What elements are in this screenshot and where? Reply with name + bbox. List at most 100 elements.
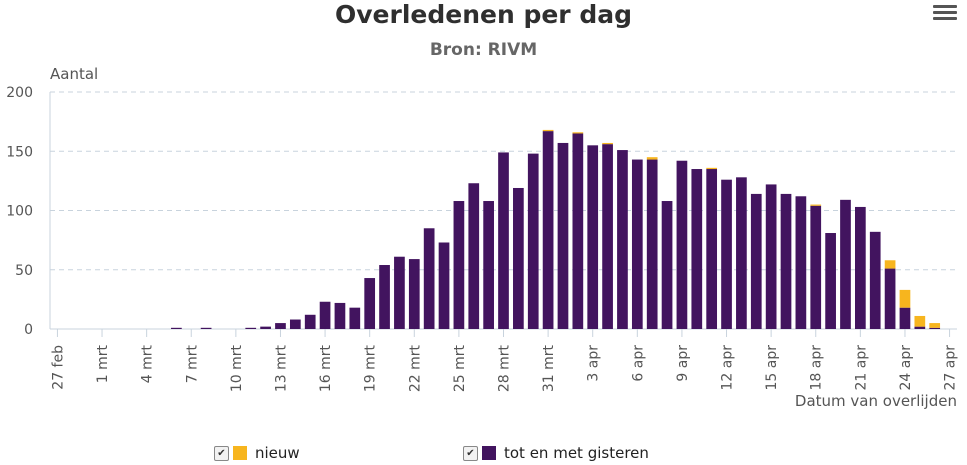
x-tick-label: 10 mrt [229, 344, 245, 392]
bar-tot-en-met-gisteren [617, 150, 628, 329]
bar-tot-en-met-gisteren [810, 205, 822, 329]
x-tick-label: 25 mrt [452, 344, 468, 392]
bar-tot-en-met-gisteren [780, 193, 792, 329]
bar-tot-en-met-gisteren [854, 206, 866, 329]
x-tick-label: 4 mrt [140, 344, 156, 383]
y-tick-label: 150 [6, 144, 33, 160]
x-tick-label: 3 apr [586, 345, 602, 382]
bar-nieuw [899, 289, 911, 308]
bar-tot-en-met-gisteren [379, 265, 390, 329]
legend-swatch-nieuw [233, 446, 247, 460]
bar-nieuw [602, 142, 613, 145]
deaths-bar-chart: 0 50 100 150 200 Aantal 27 feb 1 mrt 4 mrt 7 mrt 1… [6, 65, 959, 410]
bar-tot-en-met-gisteren [423, 228, 435, 329]
x-tick-label: 1 mrt [95, 344, 111, 383]
bar-tot-en-met-gisteren [661, 201, 673, 329]
chart-subtitle: Bron: RIVM [429, 40, 538, 60]
x-tick-label: 18 apr [809, 345, 825, 391]
x-tick-label: 27 apr [943, 345, 959, 391]
x-tick-label: 6 apr [630, 345, 646, 382]
x-tick-label: 16 mrt [318, 344, 334, 392]
bar-tot-en-met-gisteren [572, 133, 584, 329]
bar-tot-en-met-gisteren [498, 152, 509, 329]
bar-tot-en-met-gisteren [349, 307, 361, 329]
y-tick-label: 200 [6, 85, 33, 101]
bar-tot-en-met-gisteren [364, 278, 376, 329]
legend-checkbox-tot-en-met-gisteren[interactable]: ✔ [463, 445, 478, 461]
bar-tot-en-met-gisteren [765, 184, 777, 329]
x-tick-label: 13 mrt [273, 344, 289, 392]
bar-tot-en-met-gisteren [275, 323, 286, 329]
bar-nieuw [929, 323, 941, 328]
y-tick-label: 100 [6, 204, 33, 220]
bar-tot-en-met-gisteren [468, 183, 480, 329]
bar-nieuw [884, 260, 896, 269]
y-tick-label: 0 [24, 322, 33, 338]
bar-tot-en-met-gisteren [513, 187, 524, 329]
legend-item-tot-en-met-gisteren[interactable]: ✔ tot en met gisteren [463, 444, 649, 462]
bar-tot-en-met-gisteren [750, 193, 762, 329]
bar-tot-en-met-gisteren [438, 242, 450, 329]
bar-tot-en-met-gisteren [602, 144, 613, 329]
x-tick-label: 15 apr [764, 345, 780, 391]
x-tick-label: 27 feb [50, 345, 66, 390]
bar-tot-en-met-gisteren [676, 160, 688, 329]
legend-swatch-tot-en-met-gisteren [482, 446, 496, 460]
x-tick-label: 22 mrt [407, 344, 423, 392]
bar-tot-en-met-gisteren [706, 169, 718, 329]
bar-tot-en-met-gisteren [825, 233, 836, 329]
bar-tot-en-met-gisteren [795, 196, 807, 329]
bar-tot-en-met-gisteren [899, 307, 911, 329]
bar-nieuw [914, 315, 926, 327]
bar-nieuw [810, 204, 822, 206]
bar-tot-en-met-gisteren [587, 145, 599, 329]
bar-tot-en-met-gisteren [245, 327, 257, 329]
legend-label-nieuw: nieuw [255, 444, 300, 462]
bar-tot-en-met-gisteren [289, 319, 301, 329]
legend-item-nieuw[interactable]: ✔ nieuw [214, 444, 300, 462]
bar-tot-en-met-gisteren [736, 177, 747, 329]
chart-legend: ✔ nieuw ✔ tot en met gisteren [0, 444, 967, 464]
x-tick-label: 21 apr [853, 345, 869, 391]
bar-tot-en-met-gisteren [260, 326, 271, 329]
bar-tot-en-met-gisteren [914, 326, 926, 329]
bar-tot-en-met-gisteren [171, 327, 182, 329]
x-tick-label: 19 mrt [363, 344, 379, 392]
bar-nieuw [706, 167, 718, 170]
bar-tot-en-met-gisteren [869, 231, 881, 329]
bar-tot-en-met-gisteren [483, 201, 494, 329]
bar-tot-en-met-gisteren [453, 201, 465, 329]
bar-tot-en-met-gisteren [408, 259, 420, 329]
bar-tot-en-met-gisteren [200, 327, 212, 329]
bar-tot-en-met-gisteren [557, 142, 569, 329]
bar-tot-en-met-gisteren [304, 314, 316, 329]
hamburger-menu-icon[interactable] [933, 2, 957, 24]
bar-nieuw [542, 129, 554, 132]
legend-checkbox-nieuw[interactable]: ✔ [214, 445, 229, 461]
y-tick-label: 50 [15, 263, 33, 279]
bar-tot-en-met-gisteren [929, 327, 941, 329]
x-tick-label: 7 mrt [184, 344, 200, 383]
bar-nieuw [646, 157, 658, 160]
x-tick-label: 31 mrt [541, 344, 557, 392]
bar-tot-en-met-gisteren [691, 169, 703, 329]
x-tick-label: 24 apr [898, 345, 914, 391]
bar-tot-en-met-gisteren [884, 268, 896, 329]
x-axis-title: Datum van overlijden [795, 392, 957, 410]
y-axis-title: Aantal [50, 65, 98, 83]
bar-tot-en-met-gisteren [527, 153, 539, 329]
bar-tot-en-met-gisteren [334, 302, 346, 329]
legend-label-tot-en-met-gisteren: tot en met gisteren [504, 444, 649, 462]
x-tick-label: 12 apr [720, 345, 736, 391]
bar-tot-en-met-gisteren [646, 159, 658, 329]
x-tick-label: 28 mrt [497, 344, 513, 392]
bar-nieuw [572, 132, 584, 134]
bar-tot-en-met-gisteren [840, 199, 851, 329]
chart-title: Overledenen per dag [334, 0, 632, 29]
bar-tot-en-met-gisteren [319, 301, 331, 329]
x-tick-label: 9 apr [675, 345, 691, 382]
bar-tot-en-met-gisteren [394, 256, 405, 329]
bar-tot-en-met-gisteren [721, 179, 732, 329]
bar-tot-en-met-gisteren [631, 159, 643, 329]
bar-tot-en-met-gisteren [542, 131, 554, 329]
